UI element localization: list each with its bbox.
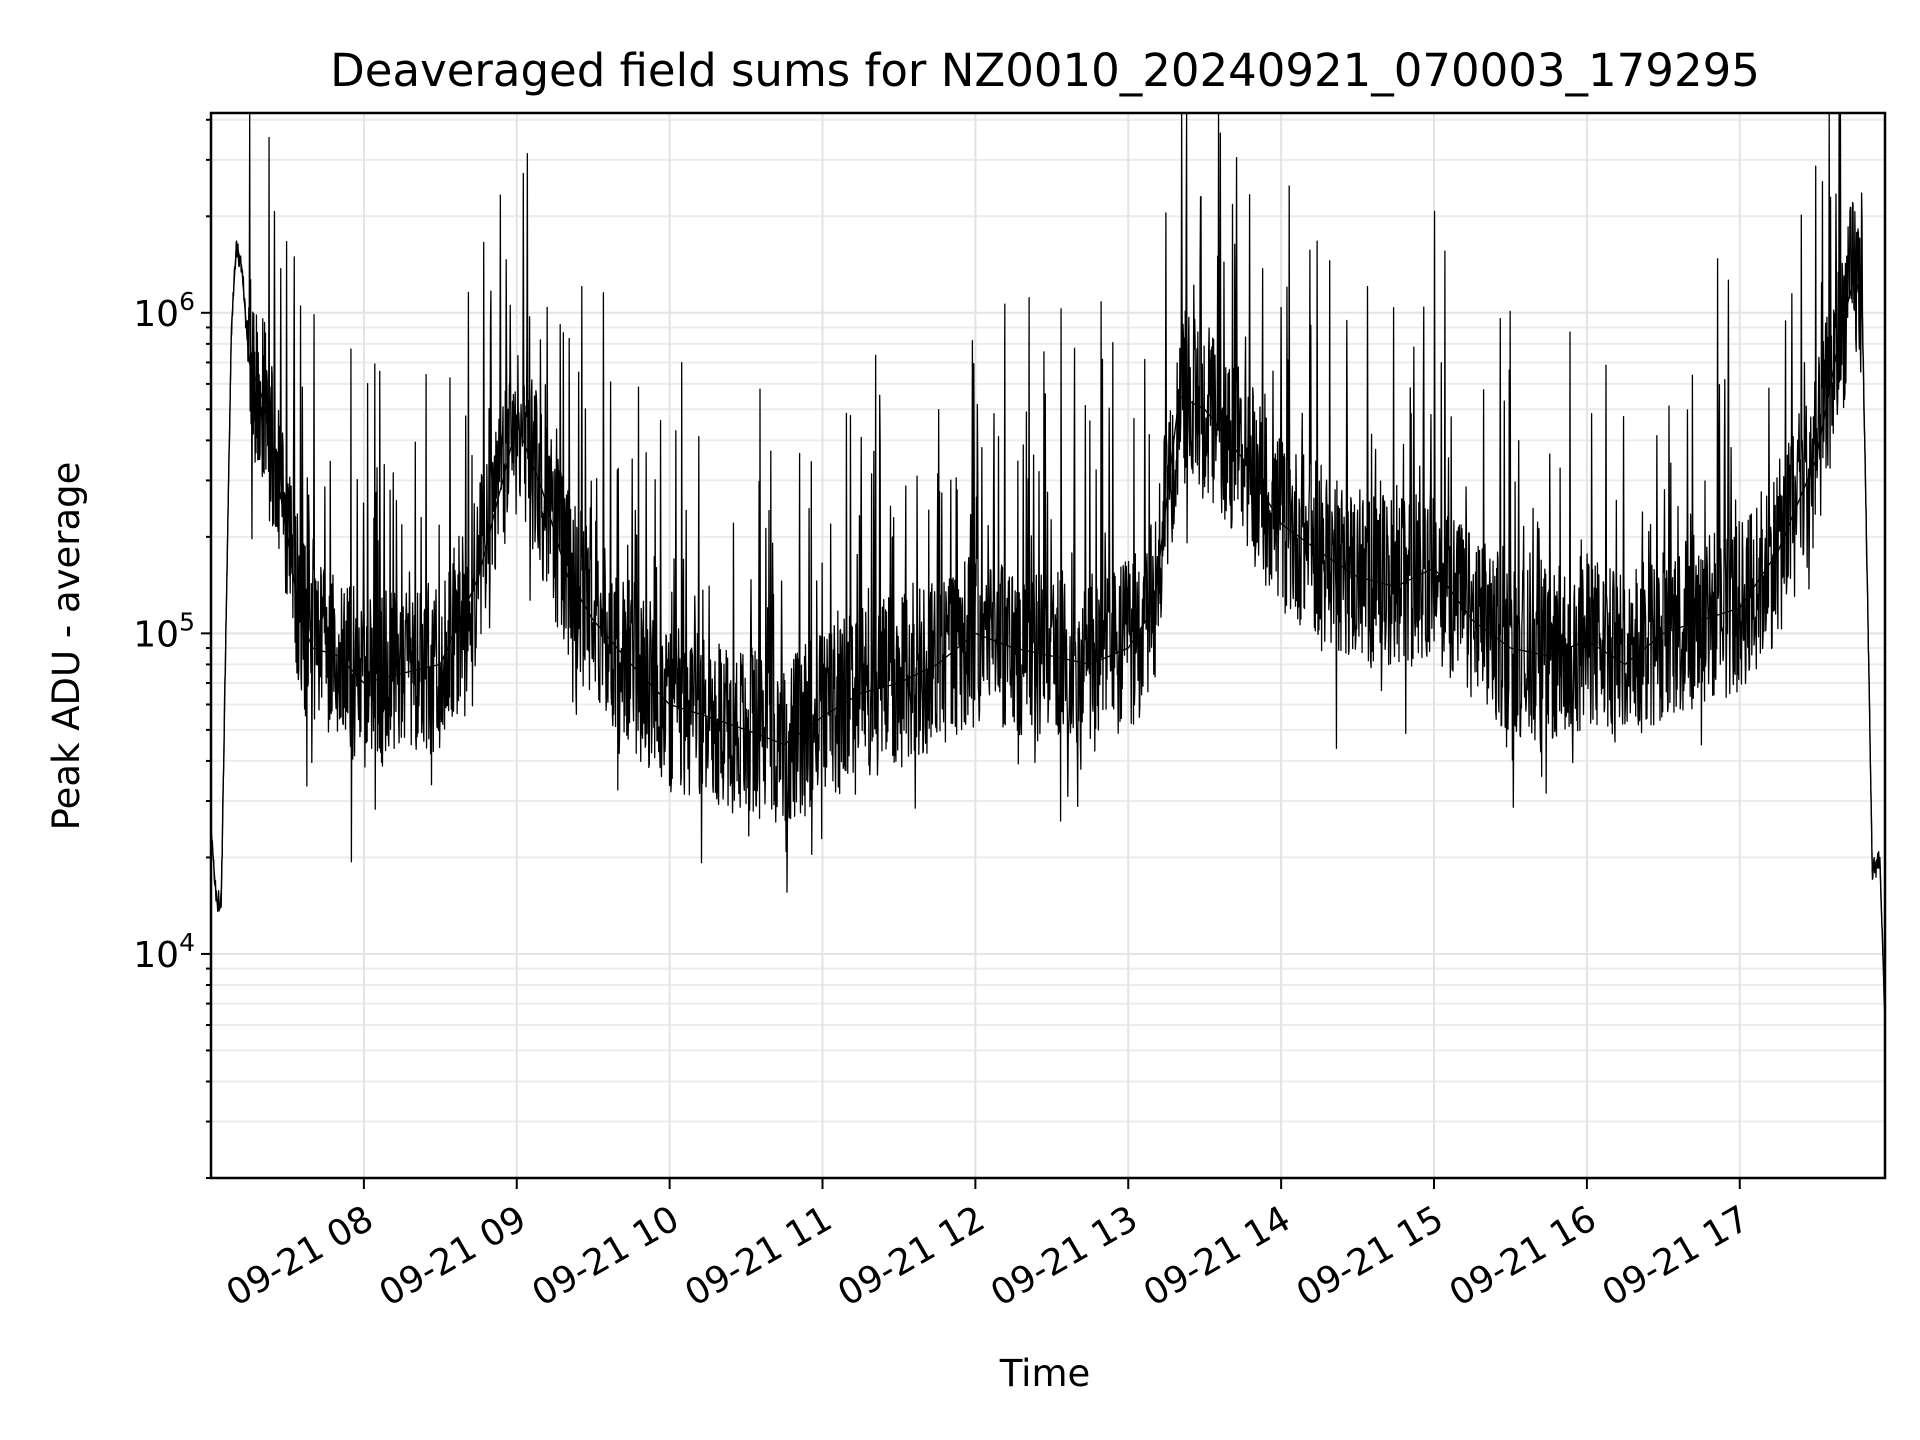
chart-title: Deaveraged field sums for NZ0010_2024092… [330,44,1760,97]
x-tick-label: 09-21 11 [678,1198,839,1314]
x-tick-label: 09-21 12 [831,1198,992,1314]
plot-frame [209,111,1887,1180]
y-axis-label: Peak ADU - average [45,462,88,831]
x-tick-label: 09-21 09 [373,1198,534,1314]
x-tick-label: 09-21 13 [984,1198,1145,1314]
x-axis-label: Time [999,1352,1091,1395]
x-tick-label: 09-21 17 [1596,1198,1757,1314]
x-tick-label: 09-21 15 [1290,1198,1451,1314]
y-tick-label: 105 [133,607,195,655]
x-tick-label: 09-21 14 [1137,1198,1298,1314]
series-trace [210,112,1886,1003]
y-tick-label: 106 [133,287,195,335]
y-tick-label: 104 [133,928,195,976]
series-area [210,112,1886,1026]
x-tick-label: 09-21 08 [220,1198,381,1314]
x-tick-label: 09-21 10 [525,1198,686,1314]
x-tick-label: 09-21 16 [1443,1198,1604,1314]
